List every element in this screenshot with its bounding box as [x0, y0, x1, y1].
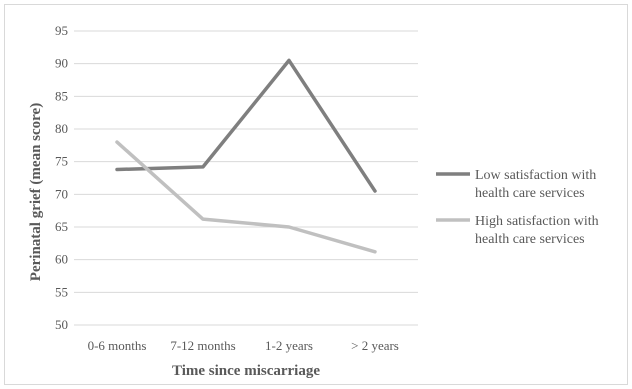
legend: Low satisfaction with health care service…: [436, 168, 599, 247]
series-line-0: [115, 58, 377, 193]
y-axis-title: Perinatal grief (mean score): [28, 103, 44, 281]
y-tick-label: 95: [55, 23, 68, 38]
legend-label: Low satisfaction with: [475, 168, 596, 183]
y-tick-label: 70: [55, 186, 68, 201]
x-tick-labels: 0-6 months 7-12 months 1-2 years > 2 years: [88, 338, 399, 353]
legend-label: health care services: [475, 186, 585, 201]
series-line-1: [115, 140, 377, 254]
y-tick-label: 55: [55, 284, 68, 299]
y-tick-label: 50: [55, 317, 68, 332]
y-tick-label: 85: [55, 88, 68, 103]
y-tick-labels: 50 55 60 65 70 75 80 85 90 95: [55, 23, 68, 332]
series-lines: [115, 58, 377, 254]
x-tick-label: 1-2 years: [265, 338, 313, 353]
legend-label: High satisfaction with: [475, 214, 599, 229]
y-tick-label: 60: [55, 252, 68, 267]
y-tick-label: 65: [55, 219, 68, 234]
x-axis-title: Time since miscarriage: [172, 363, 320, 379]
legend-label: health care services: [475, 232, 585, 247]
y-tick-label: 80: [55, 121, 68, 136]
x-tick-label: > 2 years: [351, 338, 399, 353]
x-tick-label: 0-6 months: [88, 338, 147, 353]
y-tick-label: 90: [55, 56, 68, 71]
grid-lines: [74, 30, 418, 326]
y-tick-label: 75: [55, 154, 68, 169]
x-tick-label: 7-12 months: [170, 338, 235, 353]
